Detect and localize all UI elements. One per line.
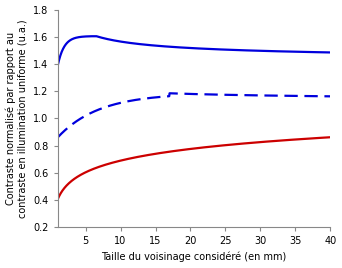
Y-axis label: Contraste normalisé par rapport au
contraste en illumination uniforme (u.a.): Contraste normalisé par rapport au contr… — [5, 19, 28, 218]
X-axis label: Taille du voisinage considéré (en mm): Taille du voisinage considéré (en mm) — [101, 252, 287, 262]
